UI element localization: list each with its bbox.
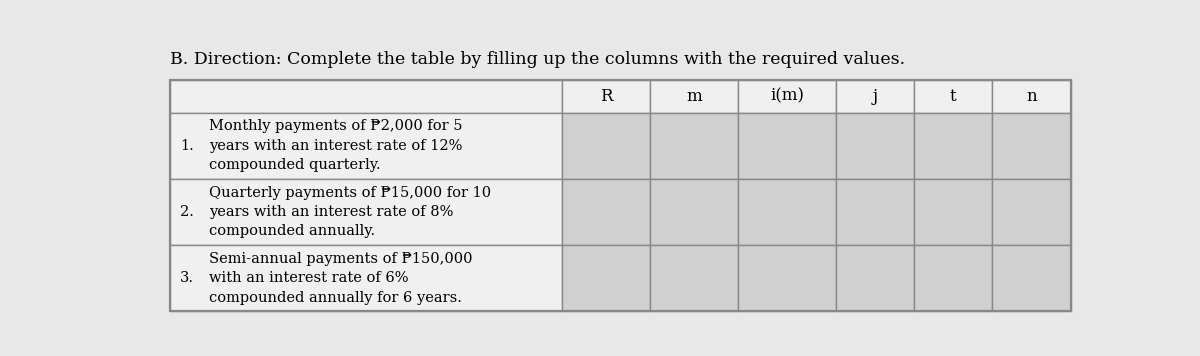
Bar [836,80,914,112]
Bar [562,179,650,245]
Bar [992,245,1070,312]
Bar [170,80,1070,312]
Bar [914,112,992,179]
Text: B. Direction: Complete the table by filling up the columns with the required val: B. Direction: Complete the table by fill… [170,51,906,68]
Bar [914,80,992,112]
Bar [738,80,836,112]
Bar [738,112,836,179]
Bar [650,112,738,179]
Bar [650,80,738,112]
Bar [170,245,562,312]
Bar [650,245,738,312]
Bar [836,112,914,179]
Text: years with an interest rate of 12%: years with an interest rate of 12% [209,139,463,153]
Bar [562,80,650,112]
Bar [170,80,562,112]
Bar [836,245,914,312]
Text: with an interest rate of 6%: with an interest rate of 6% [209,271,409,285]
Text: 1.: 1. [180,139,194,153]
Text: t: t [950,88,956,105]
Bar [836,179,914,245]
Text: compounded annually.: compounded annually. [209,224,376,239]
Bar [562,112,650,179]
Text: compounded annually for 6 years.: compounded annually for 6 years. [209,290,462,305]
Text: 3.: 3. [180,271,194,285]
Text: n: n [1026,88,1037,105]
Text: Quarterly payments of ₱15,000 for 10: Quarterly payments of ₱15,000 for 10 [209,185,492,200]
Text: Monthly payments of ₱2,000 for 5: Monthly payments of ₱2,000 for 5 [209,119,463,133]
Bar [170,80,1070,312]
Bar [992,179,1070,245]
Text: compounded quarterly.: compounded quarterly. [209,158,380,172]
Bar [170,179,562,245]
Bar [992,80,1070,112]
Bar [992,112,1070,179]
Text: Semi-annual payments of ₱150,000: Semi-annual payments of ₱150,000 [209,252,473,266]
Text: i(m): i(m) [770,88,804,105]
Text: R: R [600,88,612,105]
Bar [914,179,992,245]
Text: m: m [686,88,702,105]
Bar [170,112,562,179]
Text: j: j [872,88,877,105]
Text: years with an interest rate of 8%: years with an interest rate of 8% [209,205,454,219]
Bar [914,245,992,312]
Bar [650,179,738,245]
Text: 2.: 2. [180,205,194,219]
Bar [738,245,836,312]
Bar [738,179,836,245]
Bar [562,245,650,312]
